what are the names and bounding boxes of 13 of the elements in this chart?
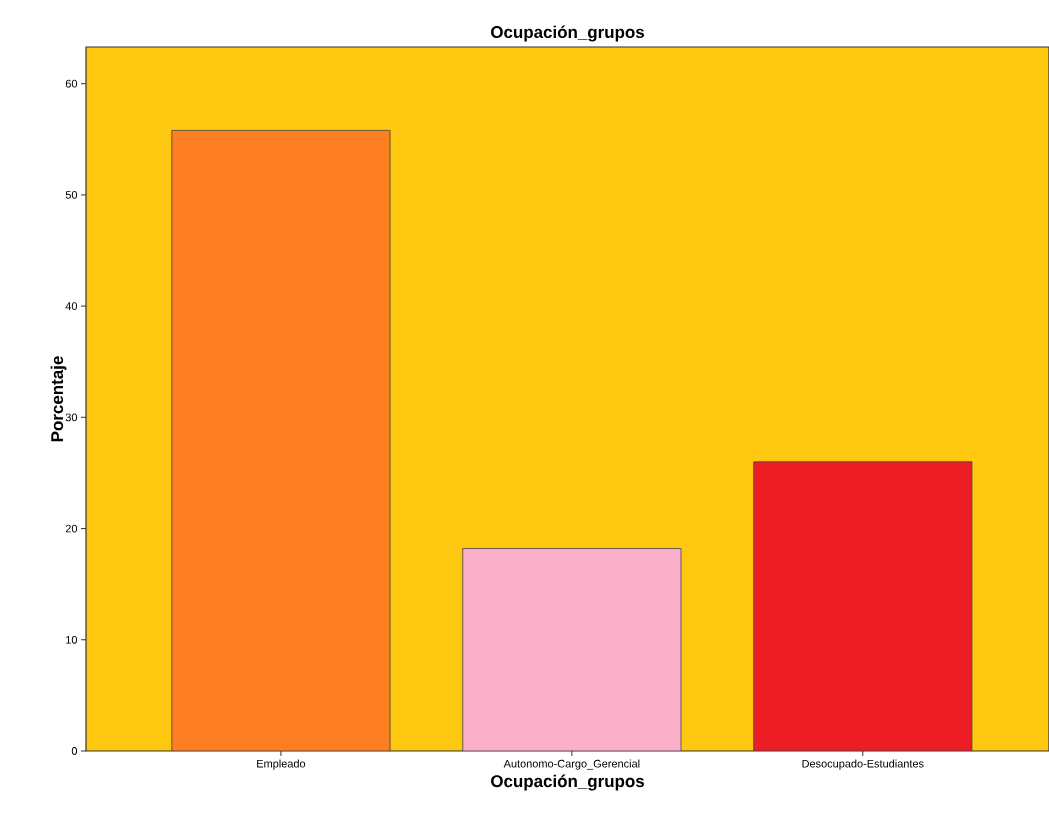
x-tick-label: Empleado xyxy=(257,759,306,770)
y-tick-label: 40 xyxy=(65,302,78,310)
y-tick-label: 60 xyxy=(65,79,78,88)
y-tick-label: 0 xyxy=(71,747,78,755)
x-tick-label: Desocupado-Estudiantes xyxy=(802,759,924,770)
y-tick-label: 50 xyxy=(65,191,78,199)
y-axis-title: Porcentaje xyxy=(50,356,67,442)
y-tick-label: 30 xyxy=(65,413,78,422)
x-tick-label: Autonomo-Cargo_Gerencial xyxy=(503,759,640,770)
y-tick-label: 20 xyxy=(65,524,78,533)
x-axis-title: Ocupación_grupos xyxy=(491,774,644,791)
chart-title: Ocupación_grupos xyxy=(491,25,644,42)
y-tick-label: 10 xyxy=(66,635,78,644)
